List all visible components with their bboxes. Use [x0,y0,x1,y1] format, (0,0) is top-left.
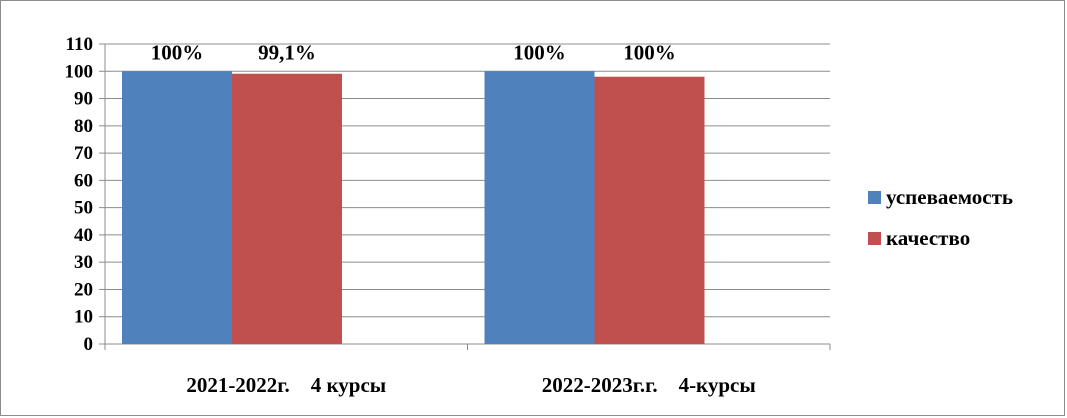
bar-kachestvo [232,73,342,345]
legend-swatch [868,191,881,204]
x-category-label: 2021-2022г. 4 курсы [186,373,386,397]
bar-uspevaemost [122,71,232,344]
data-label: 99,1% [258,40,316,64]
y-tick-label: 50 [74,198,93,219]
y-tick-label: 40 [74,225,93,246]
data-label: 100% [623,40,676,64]
data-label: 100% [151,40,204,64]
y-tick-label: 20 [74,279,93,300]
legend: успеваемость качество [868,185,1013,250]
y-tick-label: 90 [74,89,93,110]
y-tick-label: 60 [74,170,93,191]
bar-kachestvo [594,76,705,345]
y-tick-label: 80 [74,116,93,137]
legend-label: качество [886,226,970,250]
y-tick-label: 0 [84,334,94,355]
data-labels: 100% 99,1% 100% 100% [151,40,676,64]
y-tick-label: 10 [74,307,93,328]
bar-uspevaemost [484,71,595,344]
y-tick-label: 70 [74,143,93,164]
legend-label: успеваемость [886,185,1013,209]
x-category-label: 2022-2023г.г. 4-курсы [542,373,756,397]
legend-swatch [868,232,881,245]
axes: 0 10 20 30 40 50 60 70 80 90 100 110 2021-2022г. 4 к… [65,34,831,397]
data-label: 100% [513,40,566,64]
y-tick-label: 100 [65,61,94,82]
y-tick-label: 110 [66,34,93,55]
y-tick-label: 30 [74,252,93,273]
bars [122,71,705,345]
